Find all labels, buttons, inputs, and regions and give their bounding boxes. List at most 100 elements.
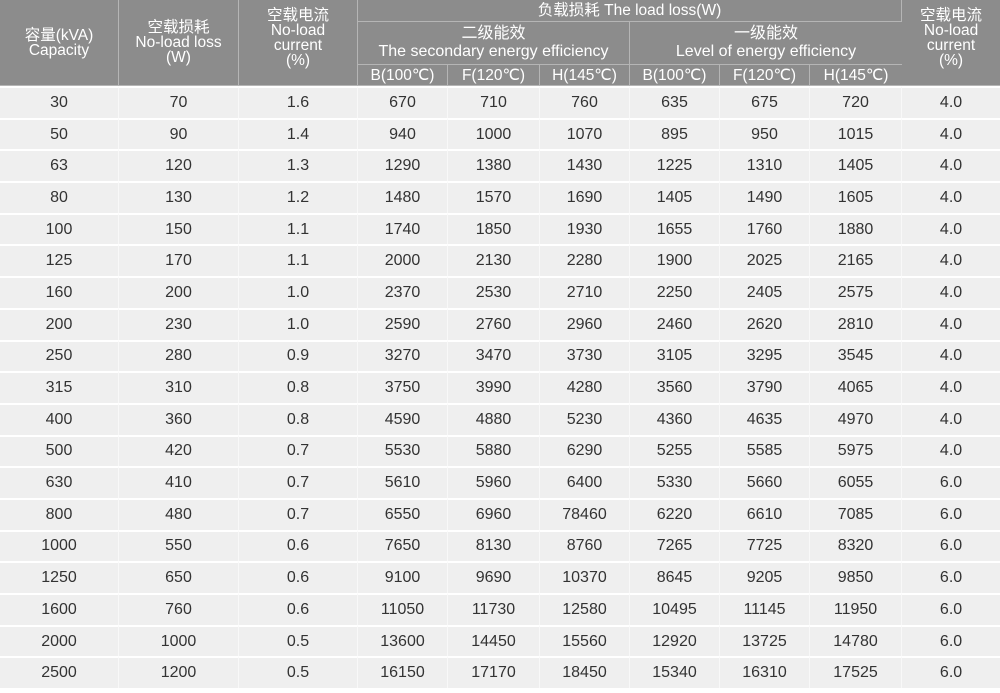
table-cell: 3470 (448, 339, 540, 372)
table-cell: 1225 (630, 149, 720, 182)
table-cell: 230 (119, 307, 239, 340)
table-row: 50 90 1.4 940 1000 1070 895 950 1015 4.0 (0, 117, 1000, 150)
table-cell: 4360 (630, 402, 720, 435)
table-cell: 9205 (720, 561, 810, 593)
table-cell: 5610 (358, 466, 448, 498)
table-cell: 4065 (810, 371, 903, 403)
header-text: (%) (938, 52, 964, 69)
table-cell: 100 (0, 212, 119, 245)
table-row: 80 130 1.2 1480 1570 1690 1405 1490 1605 4.0 (0, 181, 1000, 213)
table-cell: 12920 (630, 624, 720, 657)
table-cell: 14780 (810, 624, 903, 657)
table-cell: 10495 (630, 593, 720, 625)
table-cell: 170 (119, 244, 239, 277)
table-cell: 3105 (630, 339, 720, 372)
header-text: current (926, 37, 976, 54)
table-cell: 650 (119, 561, 239, 593)
table-cell: 6.0 (902, 624, 1000, 657)
table-cell: 2460 (630, 307, 720, 340)
header-text: (%) (285, 52, 311, 69)
header-text: No-load (923, 22, 979, 39)
table-cell: 2000 (0, 624, 119, 657)
header-insulation-class: H(145℃) (810, 65, 903, 86)
table-cell: 4880 (448, 402, 540, 435)
table-cell: 550 (119, 529, 239, 562)
table-cell: 1000 (448, 117, 540, 150)
header-text: (W) (166, 49, 191, 66)
table-cell: 11730 (448, 593, 540, 625)
table-cell: 630 (0, 466, 119, 498)
table-cell: 11050 (358, 593, 448, 625)
table-row: 315 310 0.8 3750 3990 4280 3560 3790 4065 4.0 (0, 371, 1000, 403)
table-cell: 410 (119, 466, 239, 498)
table-cell: 1.4 (239, 117, 358, 150)
table-cell: 1.6 (239, 86, 358, 118)
table-cell: 200 (0, 307, 119, 340)
table-cell: 18450 (540, 656, 630, 689)
table-cell: 1430 (540, 149, 630, 182)
table-cell: 7265 (630, 529, 720, 562)
table-cell: 4.0 (902, 244, 1000, 277)
table-cell: 0.6 (239, 529, 358, 562)
table-cell: 6400 (540, 466, 630, 498)
table-cell: 130 (119, 181, 239, 213)
table-cell: 200 (119, 276, 239, 308)
table-body: 30 70 1.6 670 710 760 635 675 720 4.0 50 90 1.4 940 10… (0, 86, 1000, 689)
table-cell: 3295 (720, 339, 810, 372)
table-cell: 13725 (720, 624, 810, 657)
table-cell: 9850 (810, 561, 903, 593)
table-cell: 150 (119, 212, 239, 245)
table-cell: 2025 (720, 244, 810, 277)
table-cell: 4.0 (902, 339, 1000, 372)
table-cell: 5330 (630, 466, 720, 498)
table-cell: 3750 (358, 371, 448, 403)
table-cell: 675 (720, 86, 810, 118)
table-cell: 78460 (540, 497, 630, 530)
table-cell: 1570 (448, 181, 540, 213)
table-cell: 0.8 (239, 371, 358, 403)
table-cell: 280 (119, 339, 239, 372)
table-row: 160 200 1.0 2370 2530 2710 2250 2405 2575 4.0 (0, 276, 1000, 308)
table-cell: 15340 (630, 656, 720, 689)
table-cell: 1480 (358, 181, 448, 213)
table-cell: 6220 (630, 497, 720, 530)
header-text: 空载电流 (266, 7, 329, 24)
table-cell: 5960 (448, 466, 540, 498)
table-row: 1000 550 0.6 7650 8130 8760 7265 7725 8320 6.0 (0, 529, 1000, 562)
table-cell: 80 (0, 181, 119, 213)
table-cell: 0.5 (239, 624, 358, 657)
table-cell: 2280 (540, 244, 630, 277)
table-cell: 5975 (810, 434, 903, 467)
table-cell: 895 (630, 117, 720, 150)
table-cell: 2250 (630, 276, 720, 308)
table-cell: 13600 (358, 624, 448, 657)
header-text: current (273, 37, 323, 54)
table-cell: 3545 (810, 339, 903, 372)
header-load-loss: 负载损耗 The load loss(W) (358, 0, 903, 22)
table-cell: 11145 (720, 593, 810, 625)
table-cell: 3790 (720, 371, 810, 403)
table-cell: 6610 (720, 497, 810, 530)
table-row: 500 420 0.7 5530 5880 6290 5255 5585 5975 4.0 (0, 434, 1000, 467)
table-cell: 17525 (810, 656, 903, 689)
table-cell: 2620 (720, 307, 810, 340)
table-cell: 760 (540, 86, 630, 118)
table-cell: 0.7 (239, 434, 358, 467)
table-cell: 1605 (810, 181, 903, 213)
table-cell: 160 (0, 276, 119, 308)
table-cell: 7725 (720, 529, 810, 562)
table-cell: 4.0 (902, 371, 1000, 403)
table-cell: 6.0 (902, 656, 1000, 689)
header-insulation-class: H(145℃) (540, 65, 630, 86)
table-cell: 4.0 (902, 149, 1000, 182)
table-cell: 1.0 (239, 276, 358, 308)
table-cell: 0.7 (239, 497, 358, 530)
table-cell: 12580 (540, 593, 630, 625)
table-row: 125 170 1.1 2000 2130 2280 1900 2025 2165 4.0 (0, 244, 1000, 277)
table-cell: 1850 (448, 212, 540, 245)
table-row: 2000 1000 0.5 13600 14450 15560 12920 13725 1478… (0, 624, 1000, 657)
table-cell: 1000 (119, 624, 239, 657)
table-cell: 2405 (720, 276, 810, 308)
table-cell: 5585 (720, 434, 810, 467)
table-cell: 90 (119, 117, 239, 150)
